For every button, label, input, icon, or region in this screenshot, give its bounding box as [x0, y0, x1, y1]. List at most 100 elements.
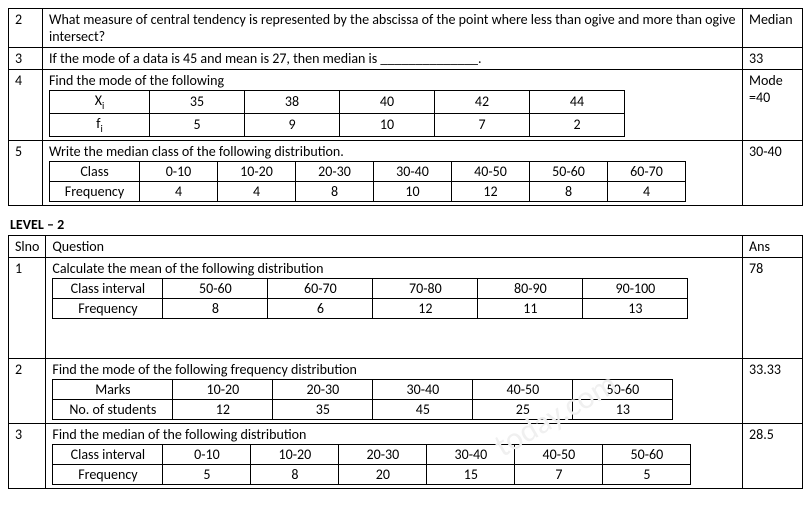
question-cell: Find the median of the following distrib…	[46, 423, 743, 488]
inner-cell: 13	[583, 298, 688, 318]
level-2-heading: LEVEL – 2	[10, 216, 803, 233]
inner-cell: No. of students	[53, 399, 173, 419]
inner-cell: 40	[340, 91, 435, 114]
question-cell: Calculate the mean of the following dist…	[46, 257, 743, 358]
inner-cell: 5	[150, 113, 245, 136]
inner-data-table: Class interval50-6060-7070-8080-9090-100…	[52, 278, 688, 319]
header-cell: Question	[46, 235, 743, 257]
question-lead: Find the median of the following distrib…	[52, 426, 736, 443]
inner-cell: 30-40	[374, 161, 452, 181]
inner-cell: 50-60	[603, 444, 691, 464]
answer-cell: Median	[743, 9, 803, 48]
row-number: 4	[9, 70, 43, 141]
inner-cell: 0-10	[163, 444, 251, 464]
inner-cell: 11	[478, 298, 583, 318]
inner-cell: 5	[603, 464, 691, 484]
question-cell: Find the mode of the followingXi35384042…	[43, 70, 743, 141]
inner-cell: 40-50	[473, 379, 573, 399]
row-number: 5	[9, 140, 43, 205]
inner-cell: Xi	[50, 91, 150, 114]
row-number: 2	[9, 358, 46, 423]
inner-cell: 10-20	[251, 444, 339, 464]
question-cell: If the mode of a data is 45 and mean is …	[43, 48, 743, 70]
inner-data-table: Class0-1010-2020-3030-4040-5050-6060-70F…	[49, 161, 686, 202]
question-lead: Write the median class of the following …	[49, 143, 736, 160]
question-lead: Find the mode of the following frequency…	[52, 361, 736, 378]
inner-cell: Class interval	[53, 278, 163, 298]
section2-table: SlnoQuestionAns1Calculate the mean of th…	[8, 235, 803, 489]
inner-cell: 7	[515, 464, 603, 484]
inner-cell: 12	[452, 181, 530, 201]
inner-cell: 20-30	[339, 444, 427, 464]
inner-cell: 70-80	[373, 278, 478, 298]
question-cell: What measure of central tendency is repr…	[43, 9, 743, 48]
inner-cell: 13	[573, 399, 673, 419]
inner-cell: Frequency	[53, 298, 163, 318]
inner-cell: 50-60	[573, 379, 673, 399]
inner-cell: 2	[530, 113, 625, 136]
inner-data-table: Class interval0-1010-2020-3030-4040-5050…	[52, 444, 691, 485]
answer-cell: 30-40	[743, 140, 803, 205]
inner-data-table: Xi3538404244 fi591072	[49, 90, 625, 137]
inner-cell: 20	[339, 464, 427, 484]
inner-cell: fi	[50, 113, 150, 136]
row-number: 2	[9, 9, 43, 48]
inner-cell: 0-10	[140, 161, 218, 181]
inner-cell: Frequency	[53, 464, 163, 484]
inner-cell: 8	[530, 181, 608, 201]
answer-cell: 33	[743, 48, 803, 70]
inner-cell: 8	[163, 298, 268, 318]
inner-cell: 44	[530, 91, 625, 114]
inner-cell: Class interval	[53, 444, 163, 464]
inner-cell: 35	[273, 399, 373, 419]
inner-cell: 38	[245, 91, 340, 114]
answer-cell: Mode =40	[743, 70, 803, 141]
inner-cell: 6	[268, 298, 373, 318]
inner-cell: 45	[373, 399, 473, 419]
inner-cell: 35	[150, 91, 245, 114]
inner-cell: 10-20	[218, 161, 296, 181]
header-cell: Slno	[9, 235, 46, 257]
inner-cell: Class	[50, 161, 140, 181]
section1-table: 2What measure of central tendency is rep…	[8, 8, 803, 206]
question-cell: Write the median class of the following …	[43, 140, 743, 205]
header-cell: Ans	[743, 235, 803, 257]
inner-cell: 10-20	[173, 379, 273, 399]
row-number: 3	[9, 423, 46, 488]
inner-cell: Frequency	[50, 181, 140, 201]
inner-cell: 9	[245, 113, 340, 136]
inner-cell: 20-30	[273, 379, 373, 399]
row-number: 3	[9, 48, 43, 70]
question-cell: Find the mode of the following frequency…	[46, 358, 743, 423]
inner-cell: 4	[218, 181, 296, 201]
answer-cell: 78	[743, 257, 803, 358]
inner-cell: 4	[608, 181, 686, 201]
spacer	[52, 320, 736, 356]
inner-cell: 12	[373, 298, 478, 318]
inner-cell: 30-40	[373, 379, 473, 399]
inner-cell: 8	[251, 464, 339, 484]
inner-data-table: Marks10-2020-3030-4040-5050-60 No. of stu…	[52, 379, 673, 420]
inner-cell: 25	[473, 399, 573, 419]
question-lead: Calculate the mean of the following dist…	[52, 260, 736, 277]
inner-cell: 90-100	[583, 278, 688, 298]
inner-cell: 15	[427, 464, 515, 484]
inner-cell: 12	[173, 399, 273, 419]
inner-cell: 10	[374, 181, 452, 201]
inner-cell: 60-70	[608, 161, 686, 181]
inner-cell: 40-50	[452, 161, 530, 181]
inner-cell: 80-90	[478, 278, 583, 298]
inner-cell: 50-60	[530, 161, 608, 181]
inner-cell: 30-40	[427, 444, 515, 464]
inner-cell: 5	[163, 464, 251, 484]
answer-cell: 28.5	[743, 423, 803, 488]
answer-cell: 33.33	[743, 358, 803, 423]
inner-cell: Marks	[53, 379, 173, 399]
inner-cell: 10	[340, 113, 435, 136]
inner-cell: 7	[435, 113, 530, 136]
inner-cell: 50-60	[163, 278, 268, 298]
inner-cell: 42	[435, 91, 530, 114]
question-lead: Find the mode of the following	[49, 72, 736, 89]
inner-cell: 8	[296, 181, 374, 201]
inner-cell: 40-50	[515, 444, 603, 464]
